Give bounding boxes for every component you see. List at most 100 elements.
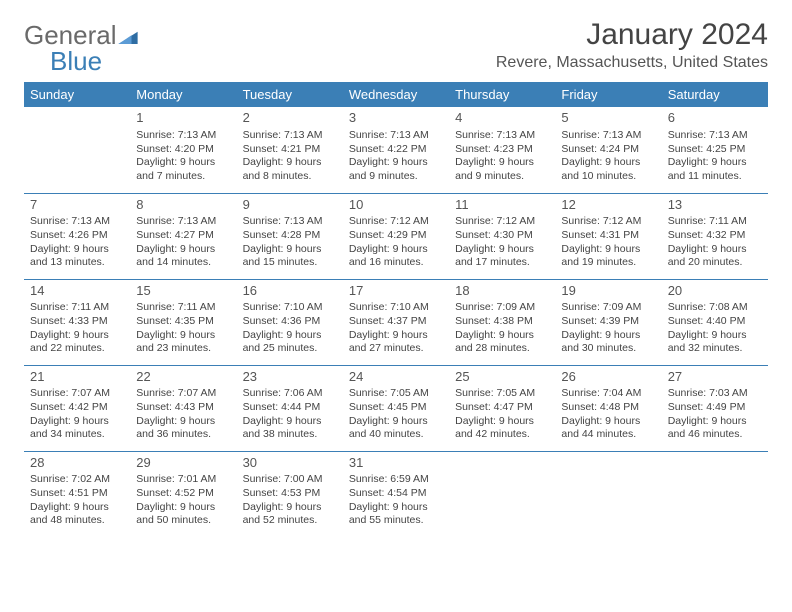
logo-triangle-icon (118, 22, 138, 48)
sunrise-text: Sunrise: 7:13 AM (243, 215, 337, 229)
sunset-text: Sunset: 4:23 PM (455, 143, 549, 157)
dl1-text: Daylight: 9 hours (455, 415, 549, 429)
dl2-text: and 30 minutes. (561, 342, 655, 356)
calendar-cell: 2Sunrise: 7:13 AMSunset: 4:21 PMDaylight… (237, 107, 343, 193)
calendar-cell: 28Sunrise: 7:02 AMSunset: 4:51 PMDayligh… (24, 451, 130, 537)
sunrise-text: Sunrise: 7:03 AM (668, 387, 762, 401)
day-number: 18 (455, 283, 549, 300)
dl1-text: Daylight: 9 hours (455, 243, 549, 257)
dl2-text: and 46 minutes. (668, 428, 762, 442)
dl2-text: and 48 minutes. (30, 514, 124, 528)
calendar-cell: 6Sunrise: 7:13 AMSunset: 4:25 PMDaylight… (662, 107, 768, 193)
sunrise-text: Sunrise: 7:12 AM (455, 215, 549, 229)
calendar-row: 7Sunrise: 7:13 AMSunset: 4:26 PMDaylight… (24, 193, 768, 279)
calendar-cell: 12Sunrise: 7:12 AMSunset: 4:31 PMDayligh… (555, 193, 661, 279)
day-number: 1 (136, 110, 230, 127)
dl2-text: and 10 minutes. (561, 170, 655, 184)
dl2-text: and 23 minutes. (136, 342, 230, 356)
dl1-text: Daylight: 9 hours (243, 243, 337, 257)
dl1-text: Daylight: 9 hours (136, 415, 230, 429)
sunset-text: Sunset: 4:45 PM (349, 401, 443, 415)
dl2-text: and 32 minutes. (668, 342, 762, 356)
sunset-text: Sunset: 4:35 PM (136, 315, 230, 329)
sunrise-text: Sunrise: 7:11 AM (668, 215, 762, 229)
day-number: 6 (668, 110, 762, 127)
sunrise-text: Sunrise: 6:59 AM (349, 473, 443, 487)
day-number: 19 (561, 283, 655, 300)
dl2-text: and 27 minutes. (349, 342, 443, 356)
dl1-text: Daylight: 9 hours (561, 415, 655, 429)
dayname-wed: Wednesday (343, 82, 449, 107)
sunset-text: Sunset: 4:33 PM (30, 315, 124, 329)
sunrise-text: Sunrise: 7:07 AM (30, 387, 124, 401)
dayname-sun: Sunday (24, 82, 130, 107)
dl2-text: and 50 minutes. (136, 514, 230, 528)
sunrise-text: Sunrise: 7:10 AM (243, 301, 337, 315)
header: GeneralBlue January 2024 Revere, Massach… (24, 18, 768, 74)
dl2-text: and 28 minutes. (455, 342, 549, 356)
sunrise-text: Sunrise: 7:01 AM (136, 473, 230, 487)
calendar-cell: 7Sunrise: 7:13 AMSunset: 4:26 PMDaylight… (24, 193, 130, 279)
sunset-text: Sunset: 4:49 PM (668, 401, 762, 415)
dl1-text: Daylight: 9 hours (243, 156, 337, 170)
calendar-cell (24, 107, 130, 193)
day-number: 14 (30, 283, 124, 300)
day-number: 23 (243, 369, 337, 386)
calendar-cell: 15Sunrise: 7:11 AMSunset: 4:35 PMDayligh… (130, 279, 236, 365)
day-number: 10 (349, 197, 443, 214)
dl2-text: and 40 minutes. (349, 428, 443, 442)
day-number: 31 (349, 455, 443, 472)
sunrise-text: Sunrise: 7:12 AM (561, 215, 655, 229)
calendar-cell: 26Sunrise: 7:04 AMSunset: 4:48 PMDayligh… (555, 365, 661, 451)
sunset-text: Sunset: 4:48 PM (561, 401, 655, 415)
calendar-row: 1Sunrise: 7:13 AMSunset: 4:20 PMDaylight… (24, 107, 768, 193)
dl1-text: Daylight: 9 hours (243, 501, 337, 515)
calendar-cell: 29Sunrise: 7:01 AMSunset: 4:52 PMDayligh… (130, 451, 236, 537)
calendar-cell: 31Sunrise: 6:59 AMSunset: 4:54 PMDayligh… (343, 451, 449, 537)
sunset-text: Sunset: 4:28 PM (243, 229, 337, 243)
sunset-text: Sunset: 4:24 PM (561, 143, 655, 157)
sunset-text: Sunset: 4:47 PM (455, 401, 549, 415)
dl1-text: Daylight: 9 hours (243, 415, 337, 429)
sunset-text: Sunset: 4:37 PM (349, 315, 443, 329)
sunset-text: Sunset: 4:32 PM (668, 229, 762, 243)
day-number: 20 (668, 283, 762, 300)
dl1-text: Daylight: 9 hours (455, 156, 549, 170)
dl2-text: and 9 minutes. (455, 170, 549, 184)
sunrise-text: Sunrise: 7:07 AM (136, 387, 230, 401)
sunset-text: Sunset: 4:22 PM (349, 143, 443, 157)
calendar-cell: 19Sunrise: 7:09 AMSunset: 4:39 PMDayligh… (555, 279, 661, 365)
sunrise-text: Sunrise: 7:06 AM (243, 387, 337, 401)
dl2-text: and 20 minutes. (668, 256, 762, 270)
dayname-tue: Tuesday (237, 82, 343, 107)
calendar-cell: 18Sunrise: 7:09 AMSunset: 4:38 PMDayligh… (449, 279, 555, 365)
dl2-text: and 13 minutes. (30, 256, 124, 270)
sunset-text: Sunset: 4:27 PM (136, 229, 230, 243)
title-block: January 2024 Revere, Massachusetts, Unit… (496, 18, 768, 72)
dl1-text: Daylight: 9 hours (136, 243, 230, 257)
day-number: 3 (349, 110, 443, 127)
day-number: 13 (668, 197, 762, 214)
calendar-header-row: Sunday Monday Tuesday Wednesday Thursday… (24, 82, 768, 107)
sunrise-text: Sunrise: 7:02 AM (30, 473, 124, 487)
day-number: 17 (349, 283, 443, 300)
dl1-text: Daylight: 9 hours (243, 329, 337, 343)
calendar-table: Sunday Monday Tuesday Wednesday Thursday… (24, 82, 768, 537)
day-number: 26 (561, 369, 655, 386)
sunset-text: Sunset: 4:25 PM (668, 143, 762, 157)
sunset-text: Sunset: 4:39 PM (561, 315, 655, 329)
calendar-cell: 24Sunrise: 7:05 AMSunset: 4:45 PMDayligh… (343, 365, 449, 451)
sunrise-text: Sunrise: 7:13 AM (243, 129, 337, 143)
dl1-text: Daylight: 9 hours (30, 415, 124, 429)
sunrise-text: Sunrise: 7:04 AM (561, 387, 655, 401)
calendar-body: 1Sunrise: 7:13 AMSunset: 4:20 PMDaylight… (24, 107, 768, 537)
calendar-cell: 10Sunrise: 7:12 AMSunset: 4:29 PMDayligh… (343, 193, 449, 279)
sunrise-text: Sunrise: 7:11 AM (30, 301, 124, 315)
sunset-text: Sunset: 4:21 PM (243, 143, 337, 157)
dl2-text: and 42 minutes. (455, 428, 549, 442)
sunset-text: Sunset: 4:31 PM (561, 229, 655, 243)
calendar-cell: 22Sunrise: 7:07 AMSunset: 4:43 PMDayligh… (130, 365, 236, 451)
dl2-text: and 8 minutes. (243, 170, 337, 184)
calendar-cell: 21Sunrise: 7:07 AMSunset: 4:42 PMDayligh… (24, 365, 130, 451)
calendar-cell: 14Sunrise: 7:11 AMSunset: 4:33 PMDayligh… (24, 279, 130, 365)
